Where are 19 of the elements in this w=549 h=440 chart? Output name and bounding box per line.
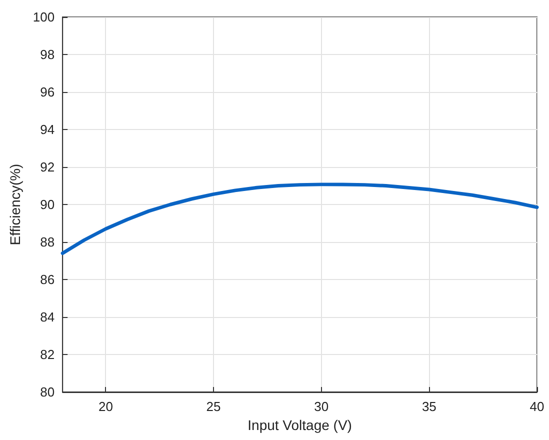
x-tick-label: 20 [98,399,113,414]
x-tick-label: 40 [530,399,544,414]
y-tick-label: 94 [40,122,55,137]
line-series [60,182,539,255]
x-axis-title: Input Voltage (V) [248,416,352,433]
y-tick-label: 80 [40,384,55,400]
y-tick-label: 100 [32,10,55,24]
y-tick-label: 84 [40,310,55,324]
y-tick-label: 98 [40,47,55,62]
y-tick-label: 86 [40,272,55,287]
y-tick-label: 92 [40,160,55,174]
y-tick-label: 88 [40,234,55,250]
x-tick-label: 30 [314,399,329,414]
x-tick-label: 25 [206,399,221,414]
y-axis-title: Efficiency(%) [7,164,23,246]
y-tick-label: 96 [40,84,55,100]
x-tick-label: 35 [422,399,436,414]
y-tick-label: 90 [40,197,55,212]
y-tick-label: 82 [40,347,55,362]
